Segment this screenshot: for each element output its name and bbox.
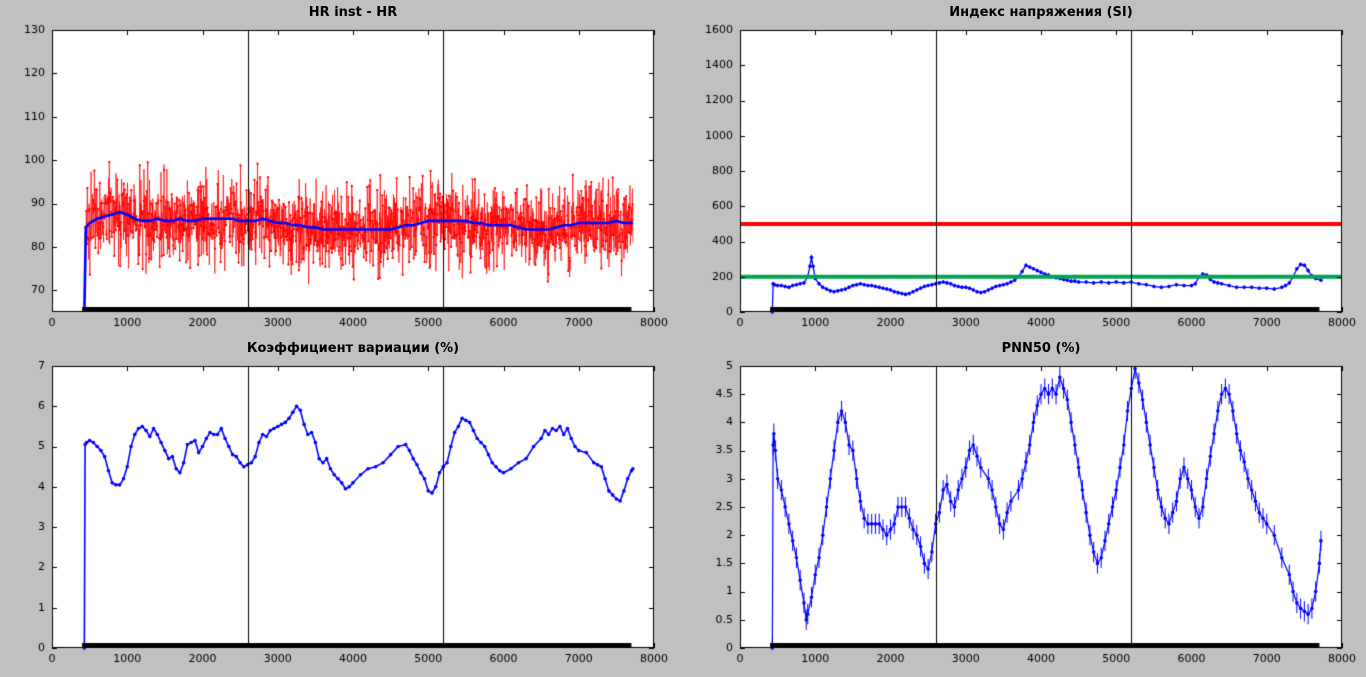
variation-coefficient-chart-title: Коэффициент вариации (%) xyxy=(246,340,460,356)
stress-index-chart-title: Индекс напряжения (SI) xyxy=(949,5,1133,20)
pnn50-chart xyxy=(694,357,1360,670)
subplot-pnn50: PNN50 (%) xyxy=(694,340,1360,670)
pnn50-chart-title: PNN50 (%) xyxy=(1001,340,1081,356)
hr-chart-title: HR inst - HR xyxy=(308,5,398,20)
stress-index-chart xyxy=(694,22,1360,334)
subplot-hr: HR inst - HR xyxy=(6,4,672,334)
variation-coefficient-chart xyxy=(6,357,672,670)
subplot-variation-coefficient: Коэффициент вариации (%) xyxy=(6,340,672,670)
subplot-stress-index: Индекс напряжения (SI) xyxy=(694,4,1360,334)
hr-chart xyxy=(6,22,672,334)
